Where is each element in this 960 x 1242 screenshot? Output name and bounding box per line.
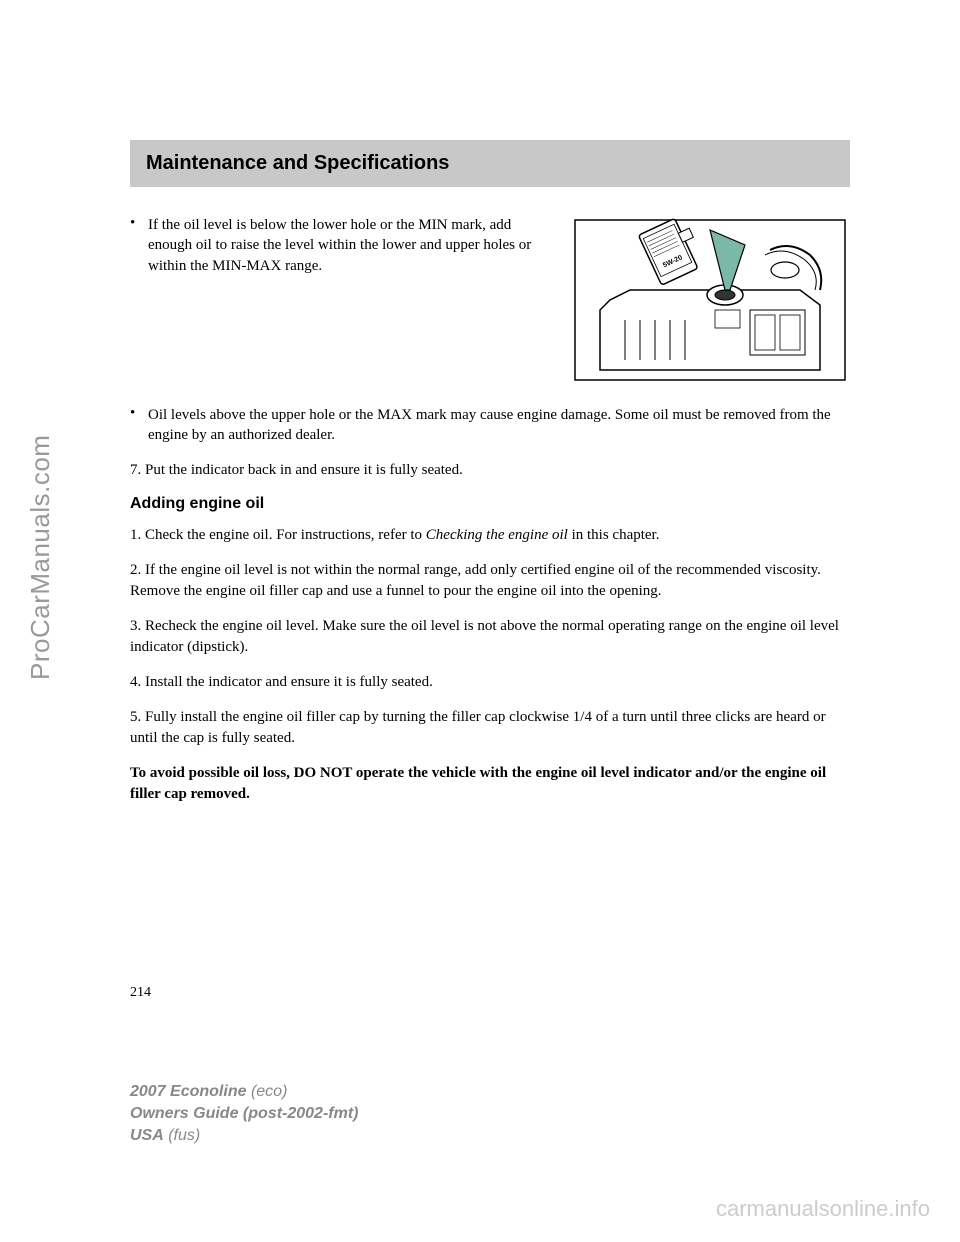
step1-suffix: in this chapter. xyxy=(568,527,660,543)
footer-line-3: USA (fus) xyxy=(130,1125,850,1147)
bullet-content: Oil levels above the upper hole or the M… xyxy=(148,405,850,446)
step-4: 4. Install the indicator and ensure it i… xyxy=(130,672,850,693)
adding-oil-heading: Adding engine oil xyxy=(130,495,850,513)
bullet-section-with-diagram: • If the oil level is below the lower ho… xyxy=(130,215,850,385)
footer-model: 2007 Econoline xyxy=(130,1083,247,1100)
step-7: 7. Put the indicator back in and ensure … xyxy=(130,460,850,481)
footer-code-3: (fus) xyxy=(164,1127,200,1144)
warning-paragraph: To avoid possible oil loss, DO NOT opera… xyxy=(130,763,850,805)
step-3: 3. Recheck the engine oil level. Make su… xyxy=(130,616,850,658)
step-5: 5. Fully install the engine oil filler c… xyxy=(130,707,850,749)
section-title: Maintenance and Specifications xyxy=(146,152,834,175)
step-2: 2. If the engine oil level is not within… xyxy=(130,560,850,602)
footer-line-1: 2007 Econoline (eco) xyxy=(130,1081,850,1103)
page-content: Maintenance and Specifications • If the … xyxy=(0,0,960,1208)
bullet-marker: • xyxy=(130,405,148,446)
footer-line-2: Owners Guide (post-2002-fmt) xyxy=(130,1103,850,1125)
step1-italic: Checking the engine oil xyxy=(426,527,568,543)
bullet-item: • Oil levels above the upper hole or the… xyxy=(130,405,850,446)
page-number: 214 xyxy=(130,985,850,1001)
footer-block: 2007 Econoline (eco) Owners Guide (post-… xyxy=(130,1081,850,1148)
bottom-watermark: carmanualsonline.info xyxy=(716,1196,930,1222)
footer-code-1: (eco) xyxy=(247,1083,288,1100)
sidebar-watermark: ProCarManuals.com xyxy=(25,435,56,680)
section-header-band: Maintenance and Specifications xyxy=(130,140,850,187)
bullet-marker: • xyxy=(130,215,148,276)
bullet-item: • If the oil level is below the lower ho… xyxy=(130,215,550,276)
bullet-content: If the oil level is below the lower hole… xyxy=(148,215,550,276)
footer-region: USA xyxy=(130,1127,164,1144)
engine-oil-diagram: 5W-20 xyxy=(570,215,850,385)
bullet-text-column: • If the oil level is below the lower ho… xyxy=(130,215,570,385)
step-1: 1. Check the engine oil. For instruction… xyxy=(130,525,850,546)
step1-prefix: 1. Check the engine oil. For instruction… xyxy=(130,527,426,543)
